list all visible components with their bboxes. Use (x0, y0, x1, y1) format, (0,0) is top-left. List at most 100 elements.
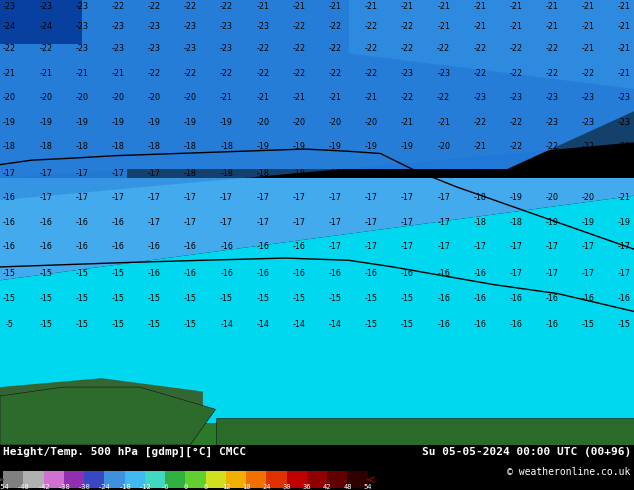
Text: -17: -17 (328, 218, 342, 227)
Polygon shape (0, 196, 634, 445)
Text: -16: -16 (474, 269, 486, 278)
Bar (145, 471, 165, 488)
Text: -17: -17 (437, 243, 450, 251)
Text: -17: -17 (401, 243, 414, 251)
Bar (23, 471, 44, 488)
Text: -19: -19 (39, 118, 52, 127)
Text: -15: -15 (75, 294, 88, 303)
Text: 30: 30 (283, 484, 291, 490)
Text: -23: -23 (618, 118, 631, 127)
Text: -21: -21 (75, 69, 88, 78)
Text: -22: -22 (437, 45, 450, 53)
Text: -22: -22 (509, 142, 522, 151)
Text: -14: -14 (292, 320, 306, 329)
Text: -20: -20 (474, 169, 486, 178)
Text: -21: -21 (292, 94, 306, 102)
Text: -16: -16 (401, 269, 414, 278)
Text: -23: -23 (546, 118, 559, 127)
Text: -22: -22 (365, 45, 378, 53)
Text: -19: -19 (328, 142, 342, 151)
Text: -17: -17 (292, 194, 306, 202)
Bar (347, 471, 368, 488)
Text: -21: -21 (618, 69, 631, 78)
Text: -18: -18 (292, 169, 306, 178)
Text: -19: -19 (365, 142, 378, 151)
Text: -16: -16 (184, 243, 197, 251)
Text: -21: -21 (510, 169, 522, 178)
Text: -16: -16 (112, 218, 124, 227)
Text: -21: -21 (365, 94, 378, 102)
Text: -20: -20 (75, 94, 88, 102)
Text: -16: -16 (437, 269, 450, 278)
Text: -17: -17 (39, 194, 52, 202)
Bar (84, 471, 105, 488)
Text: -20: -20 (256, 118, 269, 127)
Text: -22: -22 (401, 22, 414, 31)
Text: -17: -17 (437, 194, 450, 202)
Text: 54: 54 (363, 484, 372, 490)
Text: -16: -16 (510, 294, 522, 303)
Text: -19: -19 (220, 118, 233, 127)
Text: -22: -22 (292, 69, 306, 78)
Text: -20: -20 (292, 118, 306, 127)
Text: -48: -48 (17, 484, 30, 490)
Text: -24: -24 (3, 22, 16, 31)
Text: -16: -16 (510, 320, 522, 329)
Text: 6: 6 (204, 484, 208, 490)
Text: -19: -19 (546, 218, 559, 227)
Text: -15: -15 (112, 294, 124, 303)
Text: -20: -20 (148, 94, 160, 102)
Text: -16: -16 (292, 243, 306, 251)
Text: -18: -18 (220, 142, 233, 151)
Text: -23: -23 (112, 22, 124, 31)
Bar (44, 471, 64, 488)
Text: -16: -16 (546, 294, 559, 303)
Text: -17: -17 (618, 243, 631, 251)
Text: -23: -23 (39, 2, 52, 11)
Text: -22: -22 (328, 45, 342, 53)
Text: -15: -15 (220, 294, 233, 303)
Text: -5: -5 (6, 320, 13, 329)
Text: -54: -54 (0, 484, 10, 490)
Text: -23: -23 (148, 22, 160, 31)
Text: -22: -22 (220, 2, 233, 11)
Text: -22: -22 (112, 2, 125, 11)
Text: -17: -17 (437, 218, 450, 227)
Text: -17: -17 (148, 194, 160, 202)
Text: -23: -23 (256, 22, 269, 31)
Text: -15: -15 (148, 294, 160, 303)
Text: -15: -15 (401, 294, 414, 303)
Text: 48: 48 (343, 484, 352, 490)
Text: -20: -20 (437, 142, 450, 151)
Text: -17: -17 (328, 243, 342, 251)
Text: -22: -22 (365, 69, 378, 78)
Text: -22: -22 (292, 45, 306, 53)
Text: 0: 0 (183, 484, 188, 490)
Bar (125, 471, 145, 488)
Text: -23: -23 (148, 45, 160, 53)
Text: -20: -20 (3, 94, 16, 102)
Text: -16: -16 (3, 218, 16, 227)
Text: -17: -17 (184, 218, 197, 227)
Text: -15: -15 (39, 269, 52, 278)
Text: -16: -16 (75, 243, 88, 251)
Text: -17: -17 (546, 269, 559, 278)
Text: -21: -21 (546, 2, 559, 11)
Polygon shape (0, 67, 127, 178)
Text: -18: -18 (75, 142, 88, 151)
Text: -21: -21 (582, 169, 595, 178)
Text: -23: -23 (582, 94, 595, 102)
Bar (307, 471, 327, 488)
Text: -23: -23 (510, 94, 522, 102)
Text: -17: -17 (112, 169, 124, 178)
Text: -21: -21 (474, 142, 486, 151)
Text: -16: -16 (618, 294, 631, 303)
Text: -20: -20 (39, 94, 52, 102)
Text: -17: -17 (365, 218, 378, 227)
Text: -21: -21 (292, 2, 306, 11)
Text: -23: -23 (437, 69, 450, 78)
Text: -15: -15 (3, 269, 16, 278)
Text: -17: -17 (328, 194, 342, 202)
Text: -18: -18 (328, 169, 342, 178)
Text: -21: -21 (437, 22, 450, 31)
